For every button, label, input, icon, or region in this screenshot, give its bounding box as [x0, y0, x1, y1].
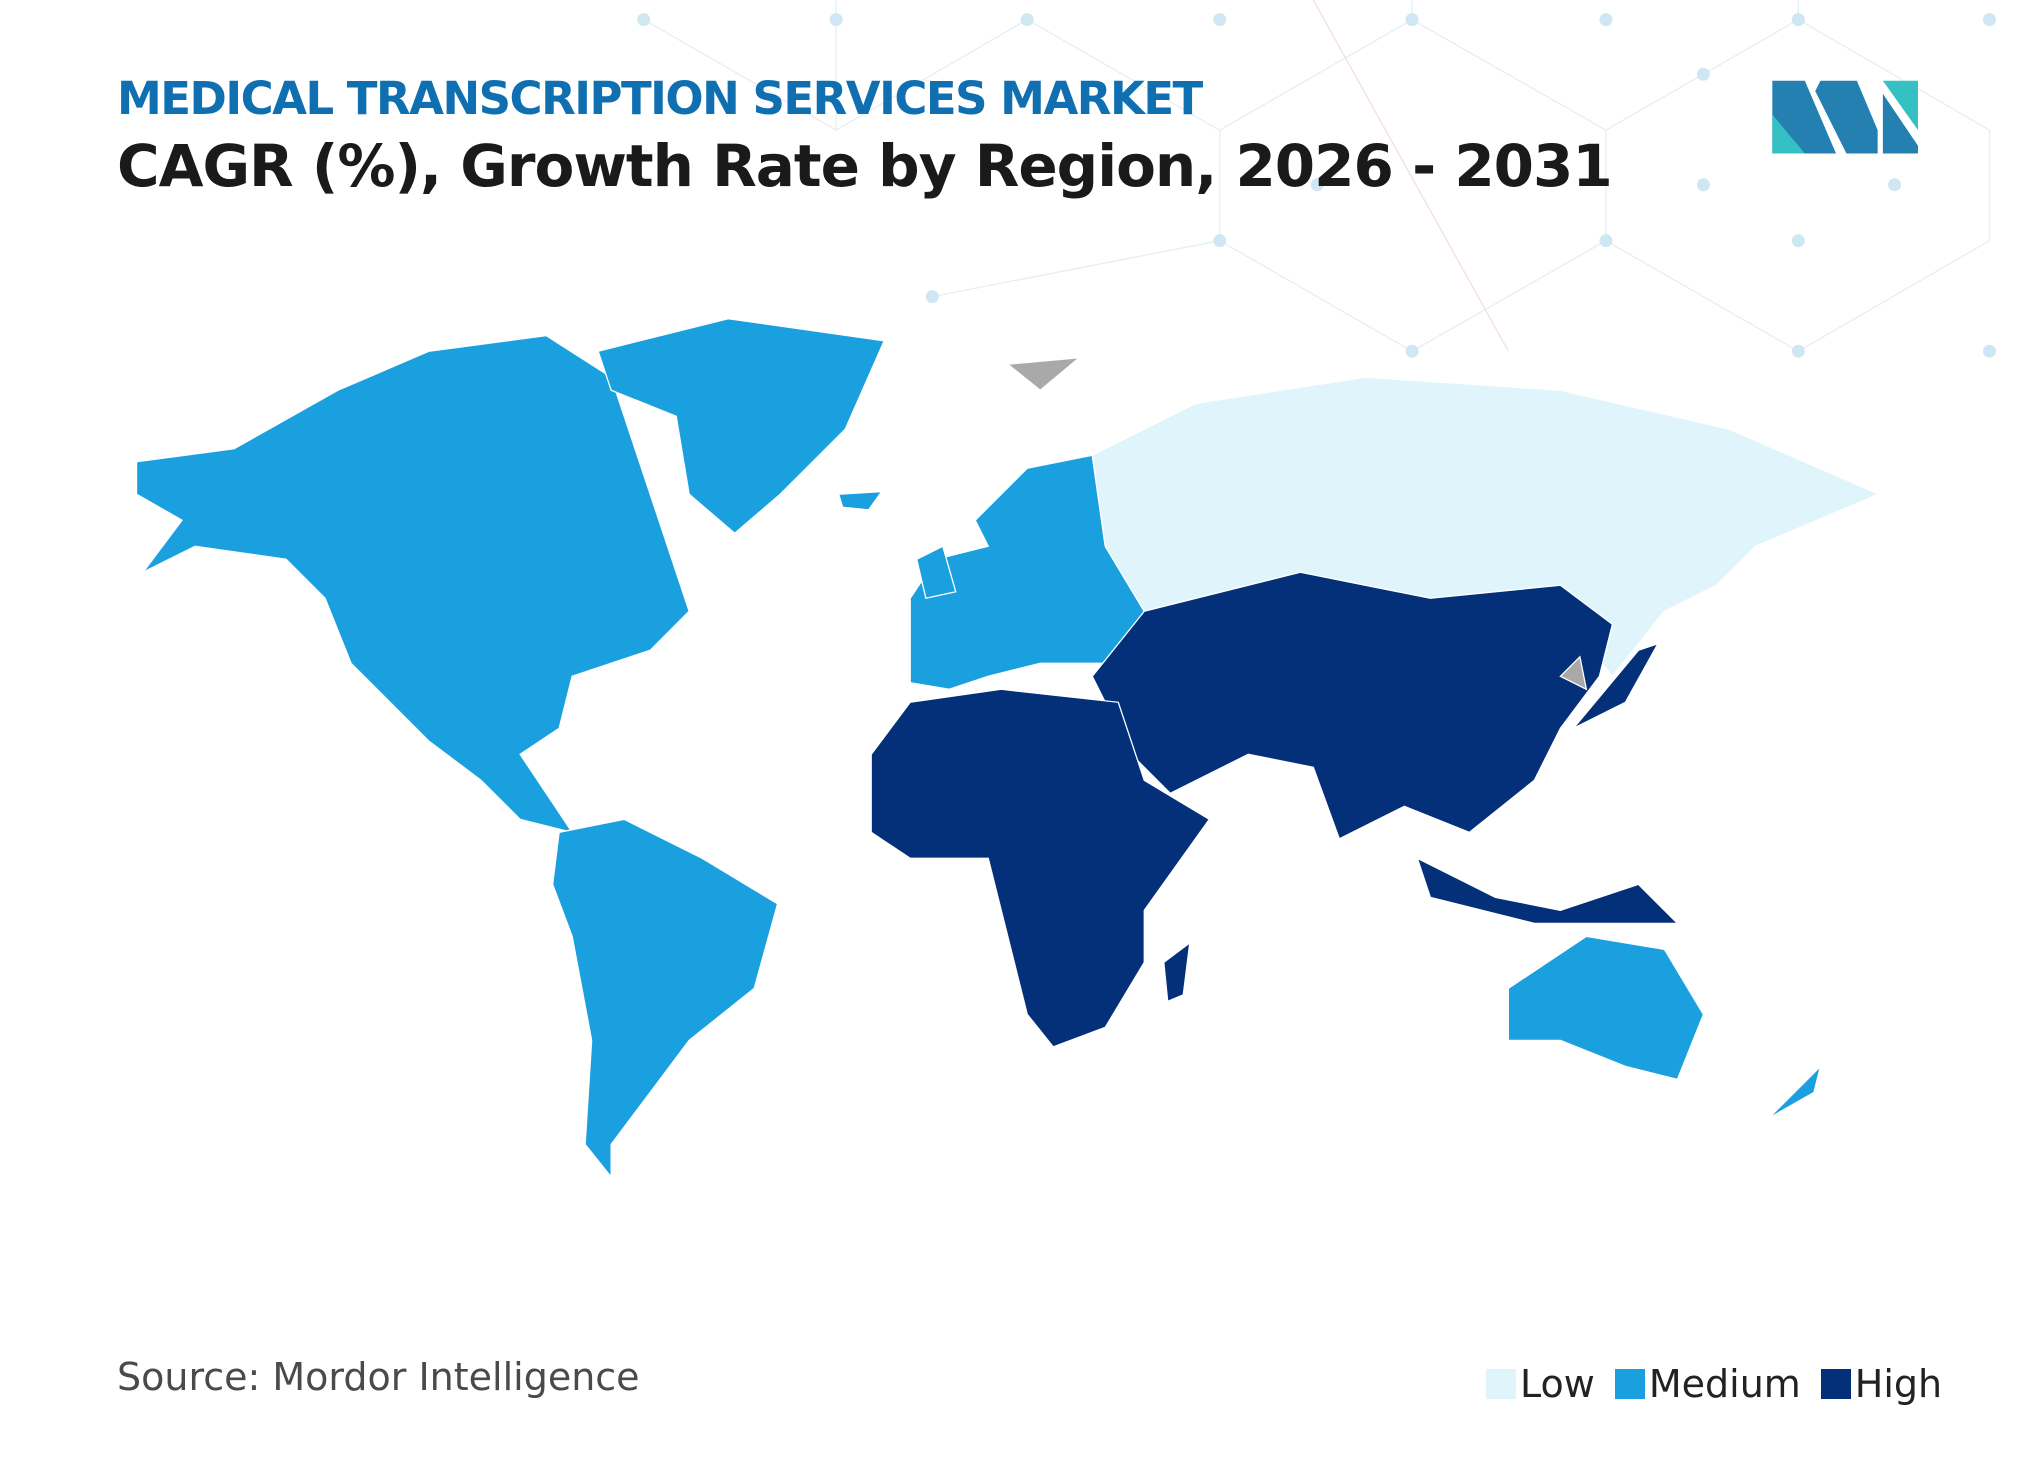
- region-greenland: [597, 318, 886, 535]
- legend-swatch-low: [1486, 1369, 1516, 1399]
- region-uk: [915, 545, 957, 600]
- legend-swatch-high: [1820, 1369, 1851, 1399]
- legend-item-high: High: [1820, 1362, 1943, 1406]
- region-se-asia-islands: [1416, 857, 1679, 924]
- legend-label-low: Low: [1520, 1362, 1595, 1406]
- background-dots: [637, 13, 1996, 358]
- region-madagascar: [1163, 941, 1191, 1003]
- source-label: Source: Mordor Intelligence: [117, 1355, 640, 1399]
- logo: [1772, 80, 1918, 154]
- legend: Low Medium High: [1486, 1362, 1962, 1406]
- region-japan: [1572, 642, 1660, 729]
- legend-label-high: High: [1854, 1362, 1943, 1406]
- region-iceland: [837, 490, 883, 511]
- region-korea-no-data: [1559, 655, 1588, 691]
- region-south-america: [551, 818, 779, 1179]
- chart-subtitle: MEDICAL TRANSCRIPTION SERVICES MARKET: [117, 72, 1203, 125]
- chart-title: CAGR (%), Growth Rate by Region, 2026 - …: [117, 132, 1613, 200]
- legend-swatch-medium: [1614, 1369, 1645, 1399]
- region-africa: [870, 688, 1211, 1048]
- region-svalbard-no-data: [1006, 356, 1082, 392]
- legend-label-medium: Medium: [1648, 1362, 1801, 1406]
- legend-item-low: Low: [1486, 1362, 1595, 1406]
- legend-item-medium: Medium: [1614, 1362, 1801, 1406]
- region-new-zealand: [1767, 1064, 1822, 1119]
- region-north-america: [135, 334, 690, 834]
- background-hex-pattern: [643, 0, 1991, 352]
- region-asia: [1091, 571, 1614, 840]
- region-australia: [1507, 935, 1705, 1081]
